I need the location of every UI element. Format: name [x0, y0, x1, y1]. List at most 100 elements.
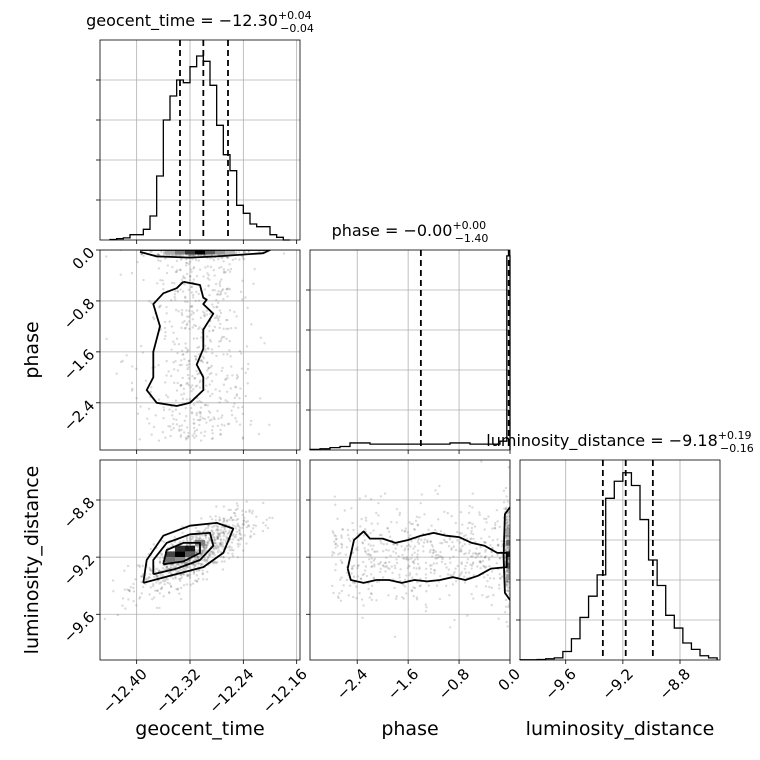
- scatter-point: [198, 537, 201, 540]
- scatter-point: [331, 530, 335, 533]
- scatter-point: [415, 567, 418, 570]
- scatter-point: [465, 561, 469, 564]
- scatter-point: [220, 531, 224, 534]
- scatter-point: [334, 542, 338, 546]
- scatter-point: [196, 418, 200, 422]
- scatter-point: [201, 551, 204, 554]
- scatter-point: [210, 418, 213, 421]
- scatter-point: [507, 557, 510, 561]
- scatter-point: [262, 501, 265, 505]
- scatter-point: [364, 549, 367, 553]
- scatter-point: [226, 377, 229, 380]
- scatter-point: [362, 534, 366, 537]
- scatter-point: [171, 414, 174, 417]
- scatter-point: [216, 537, 219, 541]
- scatter-point: [206, 390, 210, 393]
- scatter-point: [424, 576, 428, 580]
- scatter-point: [136, 260, 139, 264]
- scatter-point: [232, 538, 235, 541]
- scatter-point: [242, 522, 245, 525]
- scatter-point: [216, 525, 220, 528]
- scatter-point: [508, 558, 510, 562]
- scatter-point: [148, 568, 152, 572]
- scatter-point: [162, 406, 165, 409]
- scatter-point: [160, 250, 163, 254]
- scatter-point: [126, 588, 129, 591]
- scatter-point: [507, 605, 510, 609]
- scatter-point: [486, 573, 489, 577]
- density-cell-0-3: [175, 250, 185, 255]
- scatter-point: [180, 308, 184, 312]
- scatter-point: [229, 326, 233, 330]
- scatter-point: [416, 553, 419, 556]
- scatter-point: [166, 581, 169, 584]
- scatter-point: [401, 596, 404, 599]
- scatter-point: [170, 348, 173, 351]
- scatter-point: [233, 310, 236, 314]
- scatter-point: [181, 247, 183, 249]
- scatter-point: [154, 414, 157, 417]
- scatter-point: [332, 591, 335, 595]
- scatter-point: [208, 324, 211, 328]
- scatter-point: [105, 337, 108, 341]
- scatter-point: [197, 537, 200, 540]
- scatter-point: [435, 584, 439, 587]
- scatter-point: [471, 506, 474, 509]
- scatter-point: [161, 539, 164, 543]
- scatter-point: [506, 580, 509, 584]
- scatter-point: [194, 564, 197, 568]
- scatter-point: [384, 561, 388, 564]
- scatter-point: [466, 558, 470, 561]
- scatter-point: [483, 576, 486, 579]
- scatter-point: [208, 539, 212, 542]
- scatter-point: [189, 246, 191, 248]
- scatter-point: [202, 314, 206, 317]
- scatter-point: [239, 290, 243, 294]
- scatter-point: [146, 577, 149, 581]
- scatter-point: [232, 405, 235, 408]
- scatter-point: [203, 547, 206, 550]
- scatter-point: [460, 571, 463, 574]
- scatter-point: [434, 489, 437, 492]
- scatter-point: [144, 577, 148, 580]
- scatter-point: [496, 520, 499, 523]
- scatter-point: [403, 530, 406, 533]
- scatter-point: [153, 317, 156, 321]
- scatter-point: [188, 398, 191, 401]
- scatter-point: [174, 308, 178, 312]
- scatter-point: [202, 275, 205, 278]
- scatter-point: [230, 541, 234, 544]
- scatter-point: [504, 580, 508, 583]
- scatter-point: [246, 382, 249, 385]
- scatter-point: [392, 550, 395, 553]
- scatter-point: [135, 604, 138, 607]
- scatter-point: [215, 314, 219, 317]
- scatter-point: [341, 528, 344, 531]
- scatter-point: [248, 509, 251, 512]
- scatter-point: [252, 532, 256, 536]
- scatter-point: [368, 558, 371, 561]
- scatter-point: [222, 270, 226, 273]
- scatter-point: [449, 573, 452, 577]
- scatter-point: [444, 540, 447, 543]
- scatter-point: [189, 539, 192, 542]
- scatter-point: [185, 351, 189, 354]
- scatter-point: [130, 389, 134, 392]
- scatter-point: [331, 551, 334, 554]
- scatter-point: [222, 555, 225, 559]
- scatter-point: [353, 564, 356, 567]
- scatter-point: [507, 511, 510, 514]
- scatter-point: [203, 528, 207, 532]
- scatter-point: [507, 556, 510, 559]
- scatter-point: [174, 408, 178, 411]
- scatter-point: [213, 288, 216, 292]
- scatter-point: [251, 509, 254, 513]
- scatter-point: [181, 254, 185, 257]
- scatter-point: [237, 525, 241, 528]
- scatter-point: [496, 538, 499, 541]
- scatter-point: [194, 526, 198, 530]
- scatter-point: [472, 597, 475, 600]
- scatter-point: [218, 293, 222, 296]
- scatter-point: [198, 530, 201, 534]
- scatter-point: [498, 525, 501, 529]
